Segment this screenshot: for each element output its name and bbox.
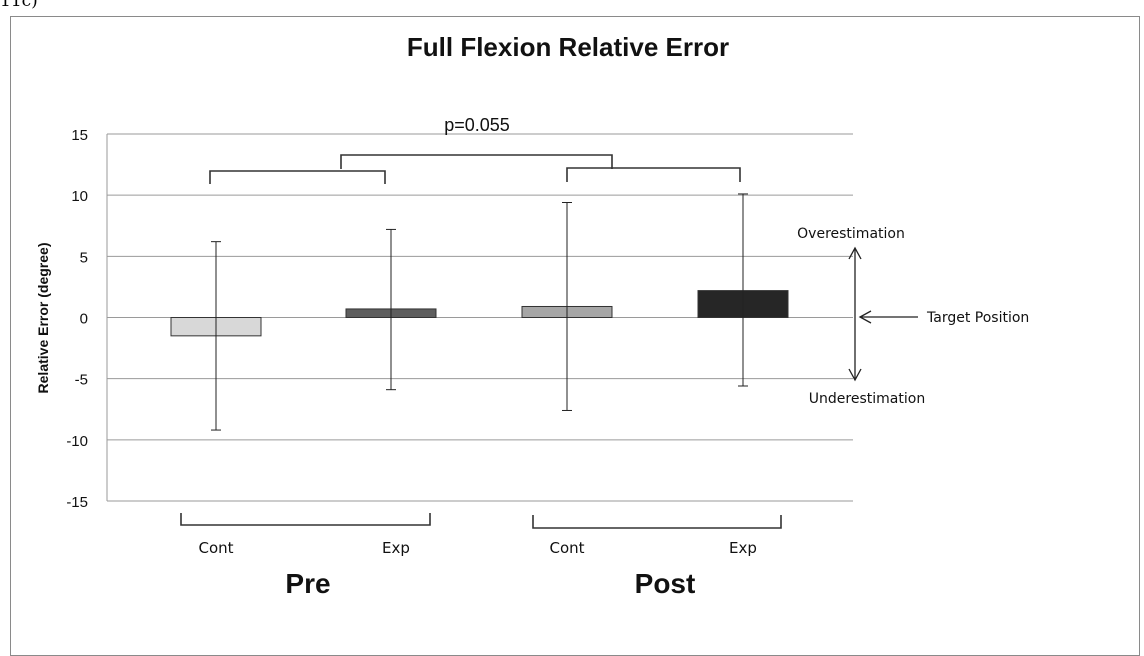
underestimation-label: Underestimation [809, 391, 925, 407]
target-position-label: Target Position [926, 310, 1029, 326]
x-group-label: Pre [285, 568, 330, 599]
bracket-top [340, 154, 613, 169]
target-arrowhead [858, 310, 872, 324]
y-tick-label: -15 [66, 494, 88, 511]
x-category-label: Exp [382, 539, 410, 557]
page-fragment-label: 11c) [0, 0, 38, 11]
y-tick-label: -5 [75, 372, 88, 389]
up-arrowhead [848, 246, 862, 260]
y-tick-label: 5 [80, 249, 88, 266]
significance-brackets [209, 154, 741, 184]
y-tick-label: 15 [71, 127, 88, 144]
bracket-post [566, 167, 741, 182]
chart-title: Full Flexion Relative Error [407, 32, 729, 62]
y-tick-label: 0 [80, 311, 88, 328]
bracket-pre [209, 170, 386, 184]
group-bracket-pre [180, 513, 431, 526]
side-annotations: Overestimation Underestimation Target Po… [797, 226, 1029, 407]
down-arrowhead [848, 368, 862, 382]
x-category-label: Cont [198, 539, 233, 557]
group-bracket-post [532, 515, 782, 529]
bars [170, 290, 789, 337]
overestimation-label: Overestimation [797, 226, 905, 242]
x-axis-groups: Cont Exp Cont Exp Pre Post [180, 513, 782, 599]
y-tick-label: 10 [71, 188, 88, 205]
y-axis-ticks: 15 10 5 0 -5 -10 -15 [66, 127, 88, 511]
x-category-label: Cont [549, 539, 584, 557]
x-category-label: Exp [729, 539, 757, 557]
y-axis-label: Relative Error (degree) [35, 243, 51, 394]
x-group-label: Post [635, 568, 696, 599]
p-value-label: p=0.055 [444, 115, 510, 135]
y-tick-label: -10 [66, 433, 88, 450]
error-bars [211, 193, 748, 431]
